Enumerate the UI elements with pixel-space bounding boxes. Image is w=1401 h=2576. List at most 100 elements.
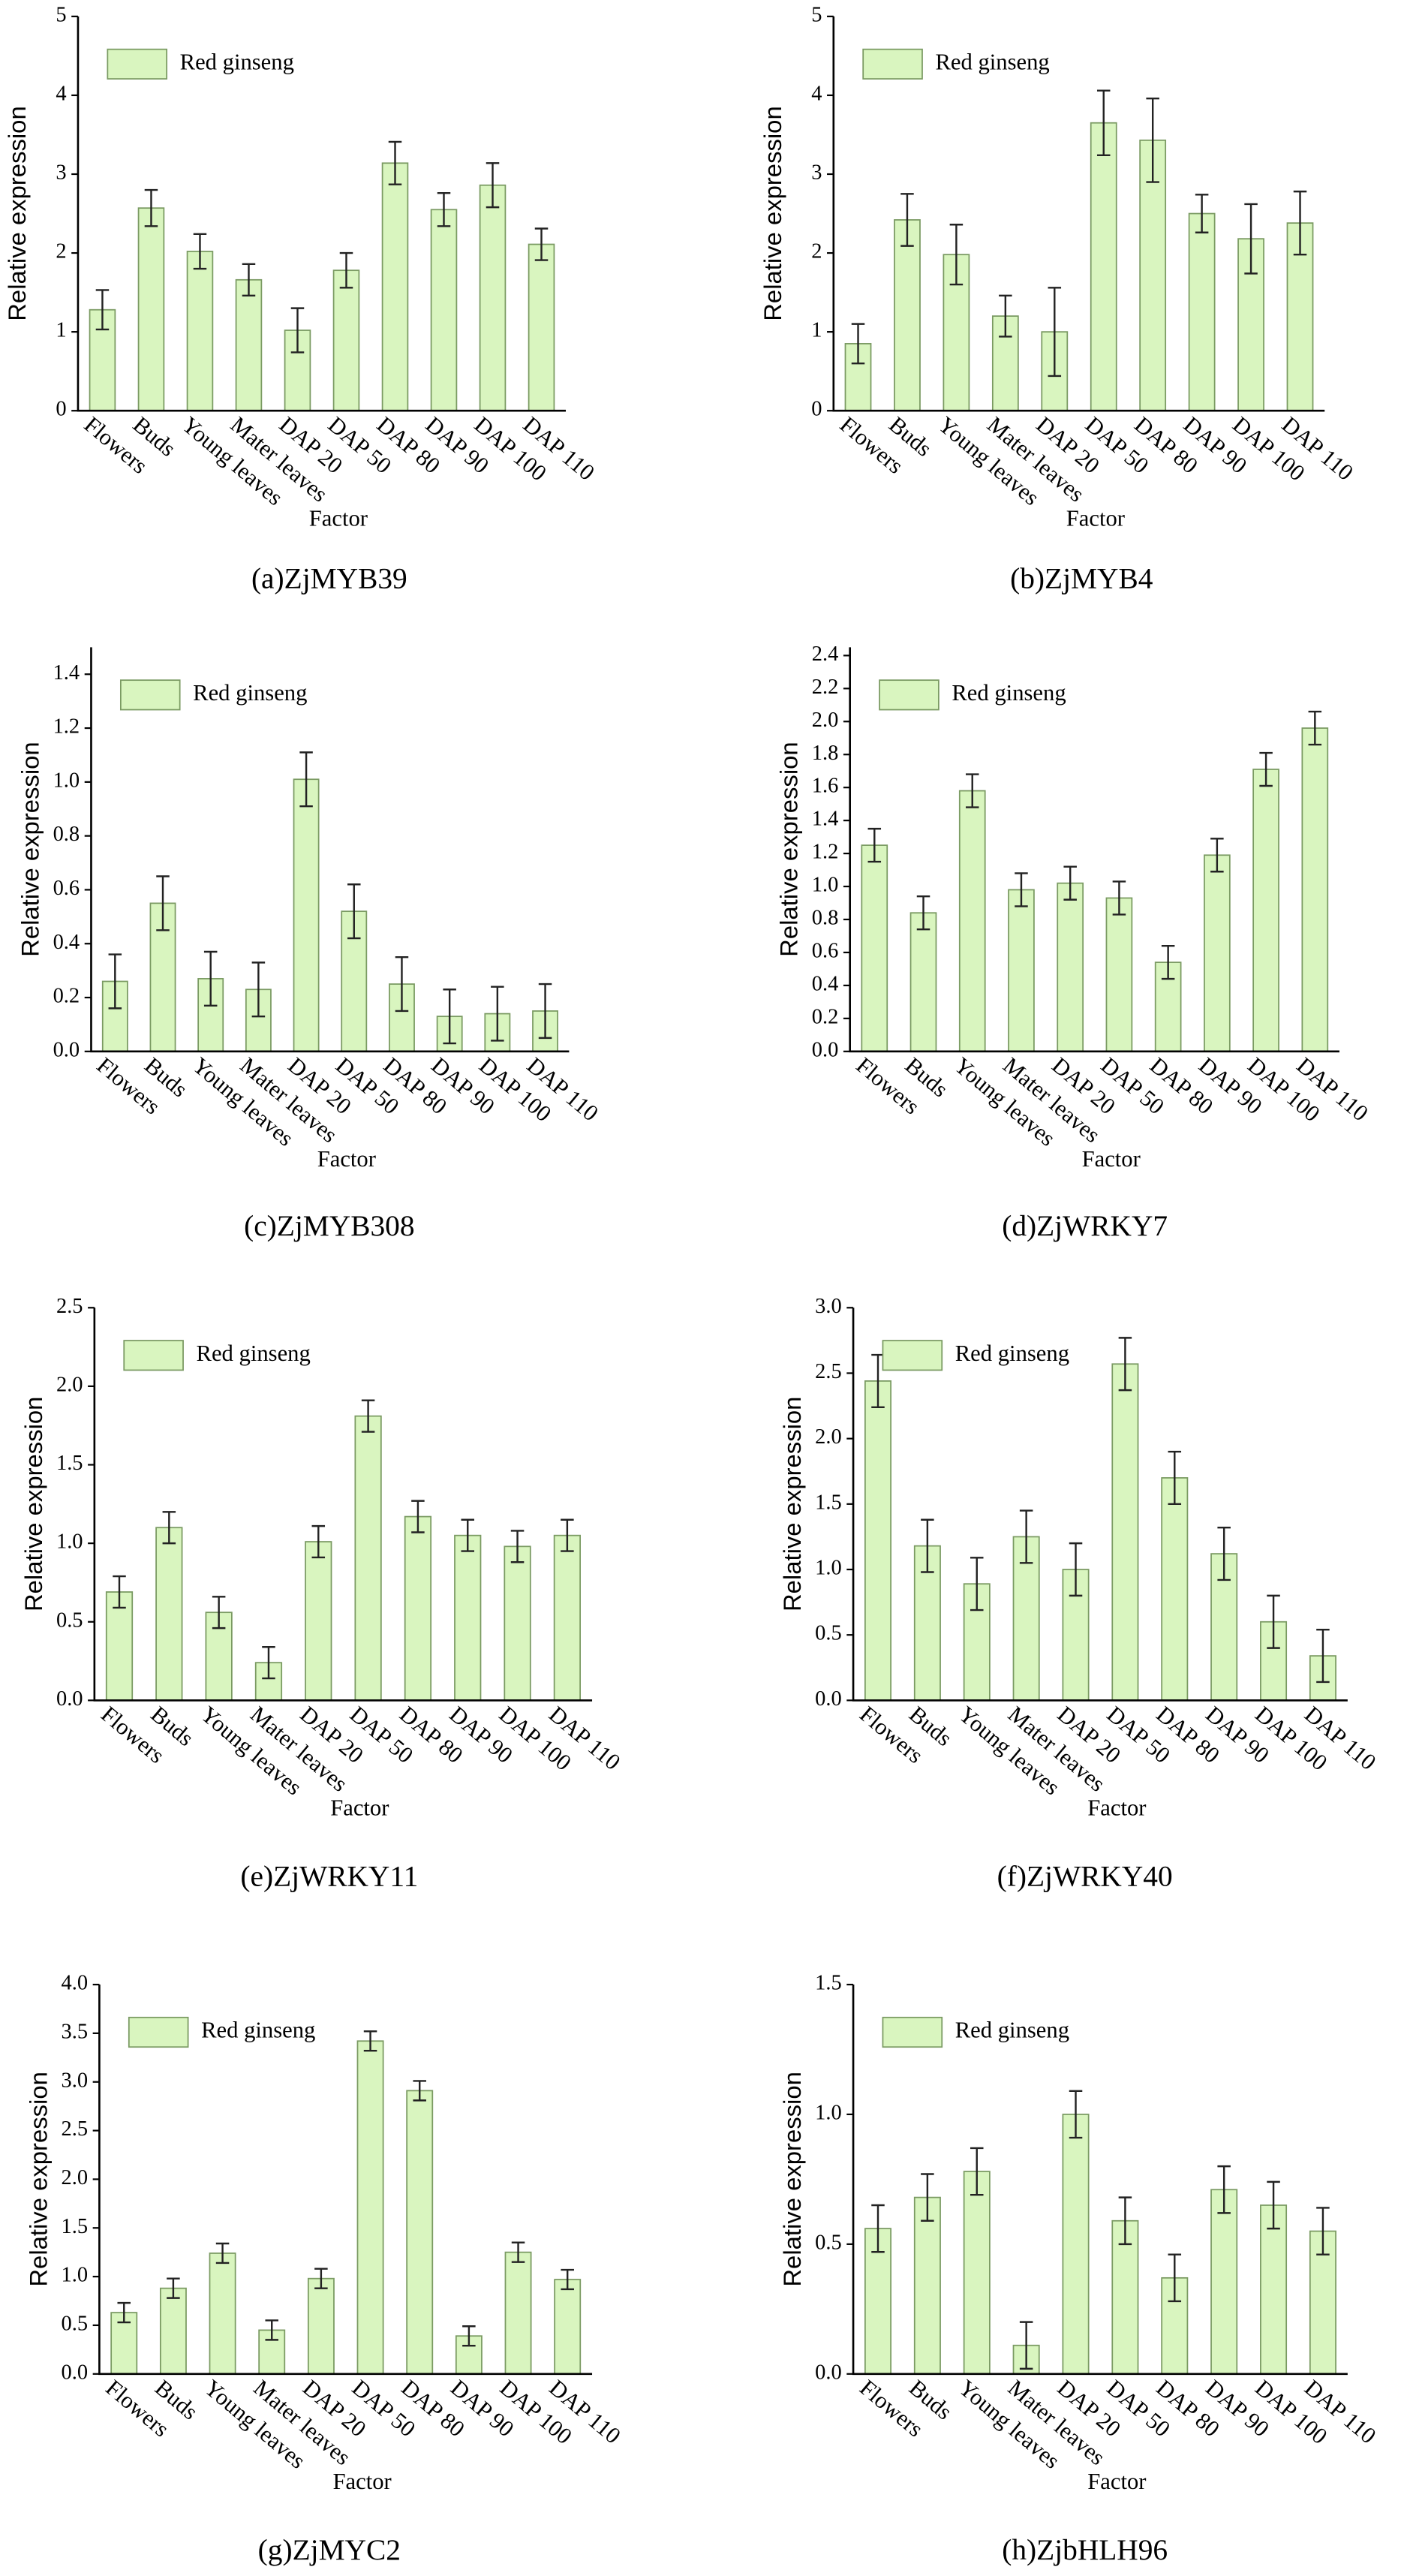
- bar: [197, 978, 224, 1052]
- y-tick-label: 2.5: [56, 1295, 83, 1318]
- y-tick-label: 0.0: [62, 2361, 89, 2384]
- y-tick-label: 2.0: [56, 1373, 83, 1396]
- error-bar: [491, 986, 504, 1042]
- error-bar: [1316, 1629, 1330, 1684]
- bar: [528, 243, 555, 412]
- error-bar: [1118, 1337, 1132, 1392]
- y-tick-label: 2: [811, 240, 822, 263]
- y-tick-label: 0: [811, 398, 822, 421]
- error-bar: [561, 2268, 574, 2291]
- y-tick-label: 1: [811, 319, 822, 342]
- error-bar: [1069, 2090, 1083, 2139]
- bar: [894, 219, 921, 412]
- error-bar: [167, 2277, 180, 2299]
- y-tick-label: 4: [56, 82, 66, 105]
- bar: [406, 2090, 434, 2375]
- bar: [1008, 889, 1035, 1052]
- error-bar: [1195, 194, 1209, 233]
- y-tick-label: 2.4: [812, 642, 839, 666]
- y-axis-label: Relative expression: [775, 742, 803, 956]
- error-bar: [388, 140, 402, 185]
- x-axis-label: Factor: [330, 1795, 389, 1821]
- error-bar: [867, 827, 882, 863]
- x-axis-label: Factor: [309, 505, 368, 531]
- error-bar: [462, 2325, 476, 2347]
- y-axis-label: Relative expression: [3, 106, 31, 320]
- bar: [155, 1527, 183, 1702]
- y-tick-label: 3.0: [62, 2069, 89, 2092]
- error-bar: [949, 224, 964, 286]
- bar: [307, 2277, 335, 2375]
- bar: [159, 2287, 187, 2375]
- y-tick-label: 1.0: [62, 2264, 89, 2287]
- y-axis-label: Relative expression: [24, 2072, 52, 2286]
- caption: (f)ZjWRKY40: [997, 1860, 1173, 1893]
- error-bar: [511, 2241, 525, 2263]
- bar: [1188, 212, 1216, 412]
- error-bar: [144, 188, 158, 227]
- error-bar: [1244, 203, 1258, 275]
- error-bar: [970, 2147, 984, 2196]
- y-tick-label: 0.5: [56, 1608, 83, 1632]
- error-bar: [1217, 1527, 1231, 1581]
- bar: [909, 912, 937, 1052]
- bar: [864, 2228, 892, 2375]
- y-tick-label: 0: [56, 398, 66, 421]
- bar: [235, 278, 263, 412]
- bar: [186, 251, 214, 412]
- error-bar: [534, 227, 549, 261]
- error-bar: [1267, 2180, 1280, 2230]
- error-bar: [215, 2242, 230, 2265]
- error-bar: [1048, 287, 1062, 378]
- error-bar: [242, 263, 256, 297]
- error-bar: [113, 1575, 126, 1609]
- error-bar: [311, 1524, 326, 1559]
- axes: [852, 1985, 1348, 2376]
- legend-swatch: [123, 1340, 184, 1371]
- y-tick-label: 1.4: [812, 808, 839, 831]
- bar: [958, 790, 986, 1052]
- y-tick-label: 0.2: [812, 1005, 839, 1028]
- error-bar: [1069, 1542, 1083, 1597]
- error-bar: [262, 1646, 275, 1680]
- bar: [1260, 2204, 1288, 2375]
- y-tick-label: 2.0: [812, 709, 839, 732]
- y-tick-label: 1.5: [815, 1491, 842, 1514]
- bar: [1204, 854, 1231, 1052]
- error-bar: [1217, 2165, 1231, 2214]
- y-tick-label: 4: [811, 82, 822, 105]
- bar: [1210, 2189, 1238, 2375]
- error-bar: [921, 1518, 934, 1573]
- y-tick-label: 4.0: [62, 1972, 89, 1995]
- error-bar: [871, 2204, 885, 2253]
- error-bar: [156, 875, 170, 931]
- y-tick-label: 1: [56, 319, 66, 342]
- error-bar: [314, 2268, 328, 2289]
- y-tick-label: 1.4: [53, 661, 80, 685]
- error-bar: [1112, 880, 1126, 916]
- caption: (d)ZjWRKY7: [1002, 1209, 1168, 1242]
- error-bar: [1019, 1509, 1033, 1564]
- error-bar: [970, 1557, 984, 1612]
- caption: (a)ZjMYB39: [251, 562, 407, 595]
- y-tick-label: 1.6: [812, 775, 839, 798]
- bar: [554, 2279, 582, 2375]
- legend-label: Red ginseng: [201, 2018, 315, 2043]
- axes: [98, 1985, 593, 2376]
- bar: [209, 2252, 236, 2375]
- y-tick-label: 3: [56, 161, 66, 185]
- y-axis-label: Relative expression: [759, 106, 786, 320]
- caption: (b)ZjMYB4: [1010, 562, 1153, 595]
- bar: [1111, 1363, 1139, 1702]
- error-bar: [443, 989, 456, 1045]
- bar: [454, 1534, 482, 1702]
- y-tick-label: 1.0: [56, 1530, 83, 1554]
- caption: (g)ZjMYC2: [258, 2533, 401, 2566]
- caption: (c)ZjMYB308: [244, 1209, 414, 1242]
- error-bar: [1293, 190, 1307, 256]
- error-bar: [117, 2301, 131, 2324]
- legend-label: Red ginseng: [180, 49, 294, 74]
